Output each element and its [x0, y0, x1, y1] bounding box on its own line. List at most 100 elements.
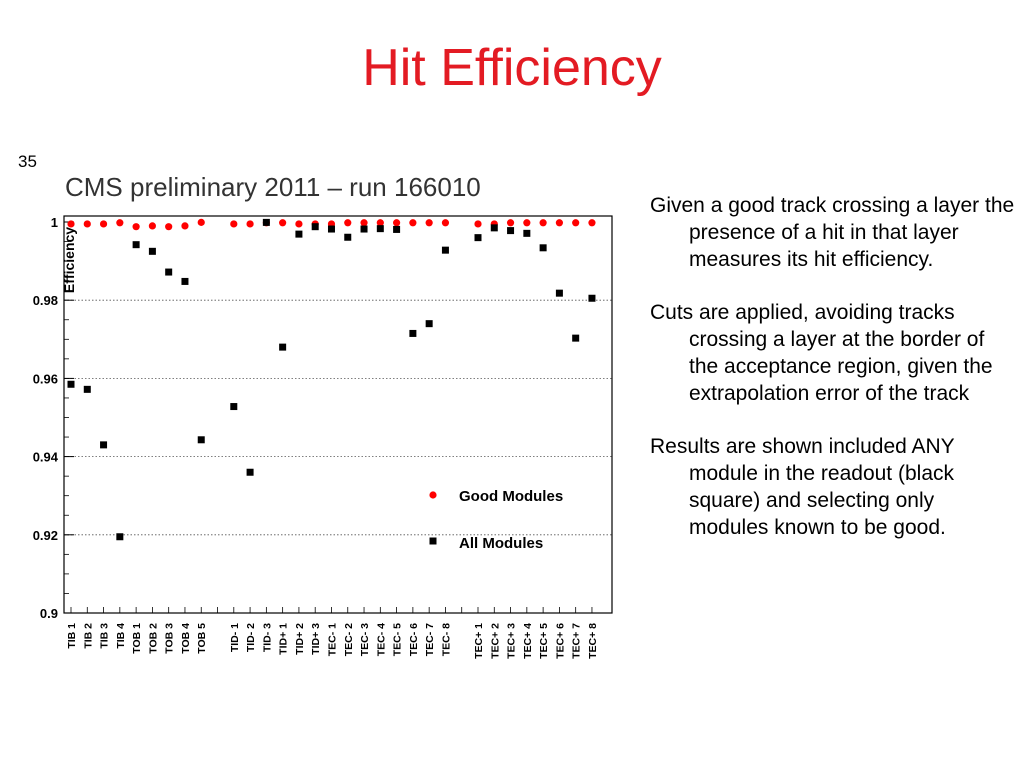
- y-axis-label: Efficiency: [61, 227, 77, 293]
- slide-number: 35: [18, 152, 37, 171]
- good-module-point: [295, 220, 303, 228]
- good-module-point: [474, 220, 482, 228]
- all-module-point: [327, 225, 335, 233]
- x-tick-label: TEC- 7: [424, 623, 436, 656]
- x-tick-label: TEC+ 7: [571, 623, 583, 659]
- good-module-point: [393, 219, 401, 227]
- good-module-point: [506, 219, 515, 227]
- all-module-point: [197, 436, 205, 444]
- x-tick-label: TIB 1: [66, 623, 78, 649]
- x-tick-label: TEC+ 2: [489, 623, 501, 659]
- all-module-point: [474, 234, 482, 242]
- x-tick-label: TOB 5: [196, 623, 208, 654]
- x-ticks: TIB 1 TIB 2 TIB 3 TIB 4 TOB 1 TOB 2 TOB 3 TOB 4…: [66, 607, 599, 659]
- x-tick-label: TID- 2: [245, 623, 257, 652]
- good-module-point: [555, 219, 564, 227]
- all-module-point: [165, 268, 173, 276]
- y-tick-label: 0.98: [33, 293, 58, 308]
- x-tick-label: TEC+ 3: [506, 623, 518, 659]
- all-module-point: [100, 441, 108, 449]
- all-module-point: [116, 533, 124, 541]
- all-module-point: [425, 320, 433, 328]
- legend-all-marker: [429, 537, 437, 545]
- y-tick-label: 0.9: [40, 606, 58, 621]
- all-module-point: [181, 277, 189, 285]
- good-module-point: [181, 222, 189, 230]
- series-good-modules: [67, 218, 596, 231]
- legend-all-label: All Modules: [459, 535, 543, 552]
- x-tick-label: TEC+ 6: [554, 623, 566, 659]
- all-module-point: [344, 233, 352, 241]
- x-tick-label: TEC+ 5: [538, 623, 550, 659]
- good-module-point: [67, 220, 75, 228]
- all-module-point: [246, 468, 254, 476]
- good-module-point: [230, 220, 238, 228]
- good-module-point: [539, 219, 547, 227]
- x-tick-label: TEC- 4: [375, 623, 387, 656]
- all-module-point: [295, 230, 303, 238]
- y-tick-label: 0.94: [33, 450, 59, 465]
- x-tick-label: TEC- 1: [326, 623, 338, 656]
- all-module-point: [393, 225, 401, 233]
- plot-frame: [63, 215, 613, 614]
- good-module-point: [197, 218, 205, 226]
- all-module-point: [523, 229, 531, 237]
- all-module-point: [67, 380, 75, 388]
- all-module-point: [230, 403, 238, 411]
- good-module-point: [116, 219, 124, 227]
- good-module-point: [572, 219, 580, 227]
- bullet-item: Cuts are applied, avoiding tracks crossi…: [650, 301, 993, 405]
- legend-good-label: Good Modules: [459, 488, 563, 505]
- y-tick-label: 1: [51, 215, 58, 230]
- all-module-point: [539, 244, 547, 252]
- good-module-point: [246, 220, 254, 228]
- all-module-point: [376, 225, 384, 233]
- all-module-point: [588, 294, 596, 302]
- x-tick-label: TOB 3: [164, 623, 176, 654]
- good-module-point: [148, 222, 156, 230]
- all-module-point: [83, 385, 91, 393]
- legend-good-marker: [429, 491, 437, 499]
- x-tick-label: TEC+ 1: [473, 623, 485, 659]
- all-module-point: [441, 246, 449, 254]
- slide-title: Hit Efficiency: [362, 39, 662, 97]
- all-module-point: [360, 225, 368, 233]
- good-module-point: [165, 223, 173, 231]
- x-tick-label: TEC- 3: [359, 623, 371, 656]
- good-module-point: [425, 219, 433, 227]
- good-module-point: [441, 219, 450, 227]
- x-tick-label: TIB 3: [99, 623, 111, 649]
- good-module-point: [376, 219, 384, 227]
- good-module-point: [279, 219, 287, 227]
- y-tick-label: 0.92: [33, 528, 58, 543]
- good-module-point: [344, 219, 352, 227]
- all-module-point: [148, 247, 156, 255]
- x-tick-label: TEC+ 4: [522, 623, 534, 659]
- chart-legend: Good Modules All Modules: [429, 488, 563, 552]
- x-tick-label: TOB 1: [131, 623, 143, 654]
- all-module-point: [262, 218, 270, 226]
- good-module-point: [588, 219, 596, 227]
- series-all-modules: [67, 218, 596, 541]
- all-module-point: [507, 227, 515, 235]
- x-tick-label: TID+ 2: [294, 623, 306, 655]
- x-tick-label: TEC+ 8: [587, 623, 599, 659]
- all-module-point: [132, 241, 140, 249]
- good-module-point: [132, 223, 140, 231]
- x-tick-label: TEC- 8: [440, 623, 452, 656]
- good-module-point: [409, 219, 417, 227]
- all-module-point: [555, 289, 563, 297]
- x-tick-label: TOB 2: [147, 623, 159, 654]
- all-module-point: [409, 329, 417, 337]
- x-tick-label: TIB 2: [82, 623, 94, 649]
- x-tick-label: TOB 4: [180, 623, 192, 654]
- x-tick-label: TEC- 5: [392, 623, 404, 656]
- bullet-item: Results are shown included ANY module in…: [650, 435, 955, 539]
- all-module-point: [279, 343, 287, 351]
- good-module-point: [523, 219, 531, 227]
- x-tick-label: TID- 1: [229, 623, 241, 652]
- chart-title: CMS preliminary 2011 – run 166010: [65, 172, 481, 202]
- all-module-point: [572, 334, 580, 342]
- x-tick-label: TID+ 1: [278, 623, 290, 655]
- x-tick-label: TIB 4: [115, 623, 127, 649]
